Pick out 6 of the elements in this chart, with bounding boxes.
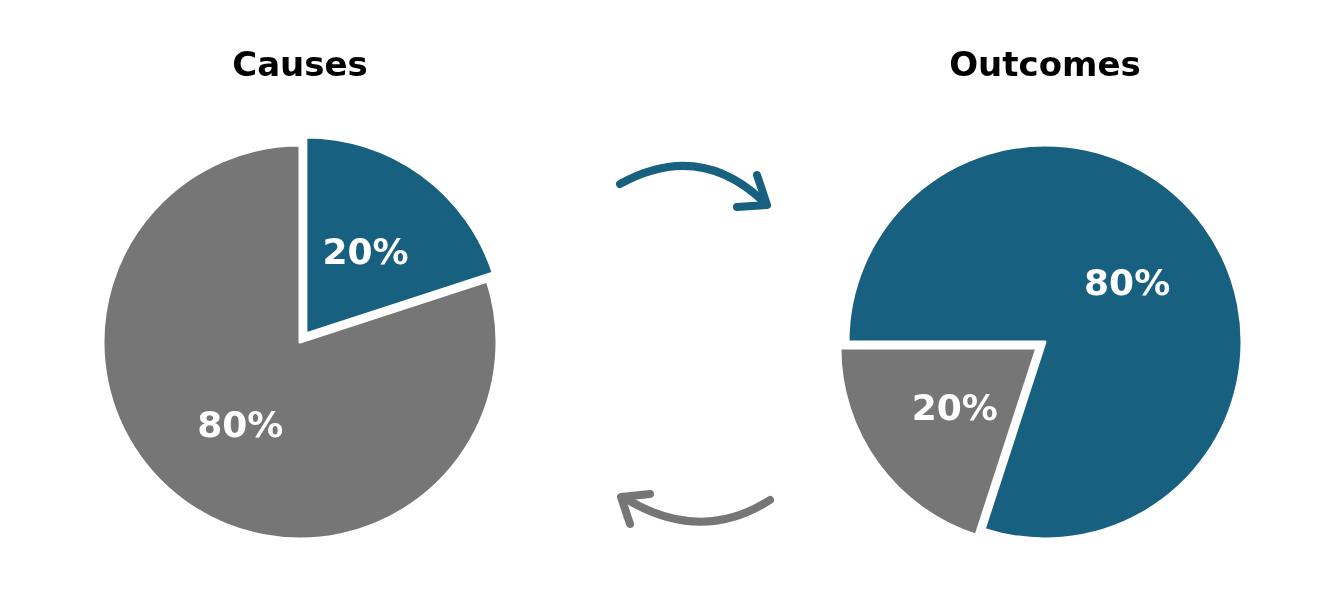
data-label: 20% [911, 387, 998, 429]
data-label: 80% [197, 403, 284, 445]
data-label: 20% [322, 231, 409, 273]
chart-title: Outcomes [949, 44, 1141, 84]
data-label: 80% [1084, 261, 1171, 303]
chart-title: Causes [232, 44, 368, 84]
